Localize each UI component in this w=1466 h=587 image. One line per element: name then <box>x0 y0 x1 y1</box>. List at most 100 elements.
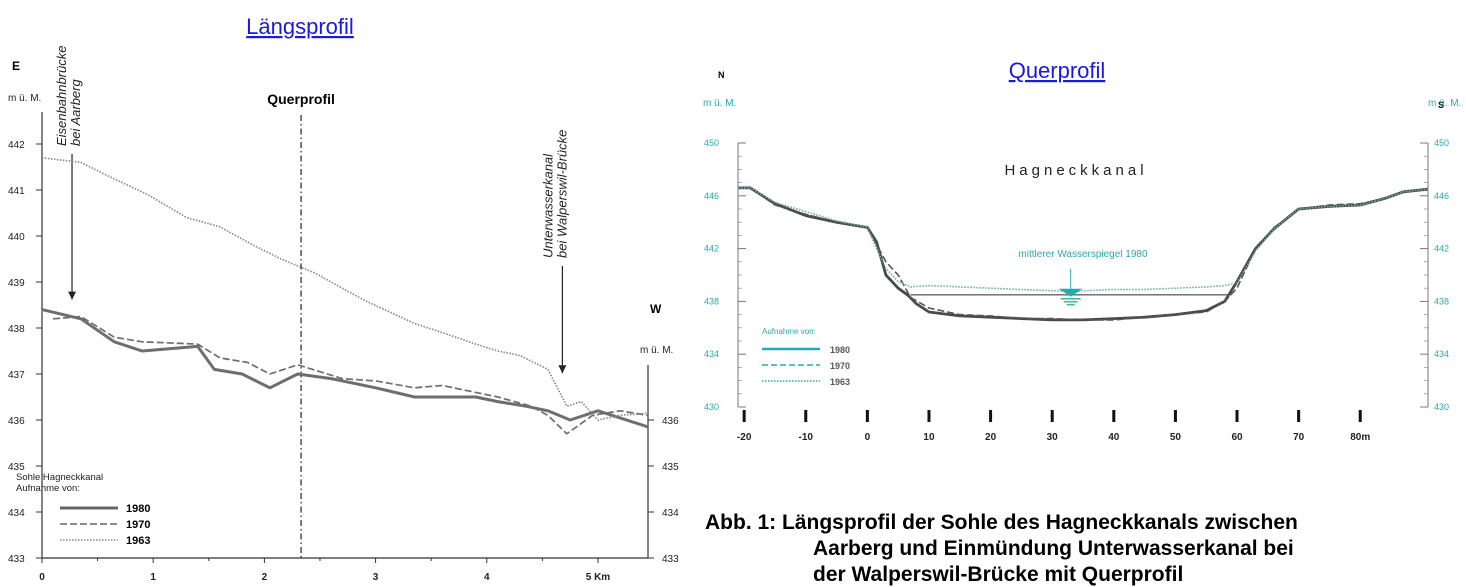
annotation-arrow-head <box>558 365 567 374</box>
querprofil-legend: Aufnahme von: 1980 1970 1963 <box>762 327 850 387</box>
cross-x-tick-mark <box>1050 410 1054 422</box>
cross-y-tick-label: 446 <box>704 191 719 201</box>
cross-x-tick-label: 20 <box>985 432 997 443</box>
caption-line-2: Aarberg und Einmündung Unterwasserkanal … <box>813 537 1294 560</box>
cross-y-tick-label: 450 <box>704 138 719 148</box>
cross-right-y-tick-label: 446 <box>1434 191 1449 201</box>
cross-x-tick-mark <box>742 410 746 422</box>
x-tick-label: 1 <box>150 572 156 583</box>
cross-legend-label-1970: 1970 <box>830 361 850 371</box>
left-axis-unit-label: m ü. M. <box>8 93 41 104</box>
y-tick-label: 433 <box>8 554 25 565</box>
cross-x-tick-label: 70 <box>1293 432 1305 443</box>
caption-line-3: der Walperswil-Brücke mit Querprofil <box>813 563 1183 586</box>
series-line-1980 <box>41 308 649 429</box>
cross-x-tick-mark <box>1112 410 1116 422</box>
laengsprofil-axes <box>41 112 649 559</box>
querprofil-ticks: 430 430 434 434 438 438 442 442 446 446 450 450 -20 -… <box>704 138 1449 443</box>
figure-caption: Abb. 1: Längsprofil der Sohle des Hagnec… <box>705 511 1298 586</box>
cross-right-y-tick-label: 430 <box>1434 402 1449 412</box>
cross-right-y-tick-label: 434 <box>1434 349 1449 359</box>
cross-x-tick-label: -20 <box>737 432 752 443</box>
laengsprofil-legend: Sohle Hagneckkanal Aufnahme von: 1980 19… <box>16 472 150 547</box>
cross-right-axis-unit-label: m ü. M. <box>1428 98 1461 109</box>
cross-left-axis-unit-label: m ü. M. <box>703 98 736 109</box>
series-line-1970 <box>53 315 649 435</box>
hagneckkanal-label: Hagneckkanal <box>1004 162 1147 179</box>
right-axis-unit-label: m ü. M. <box>640 345 673 356</box>
y-tick-label: 440 <box>8 232 25 243</box>
annotation-text-line2: bei Walperswil-Brücke <box>554 130 569 258</box>
cross-x-tick-mark <box>1358 410 1362 422</box>
x-tick-label: 4 <box>484 572 490 583</box>
laengsprofil-title-link[interactable]: Längsprofil <box>246 14 354 39</box>
series-line-1963 <box>41 156 649 421</box>
cross-series-line-1963 <box>738 187 1429 292</box>
cross-legend-label-1963: 1963 <box>830 377 850 387</box>
water-level-label: mittlerer Wasserspiegel 1980 <box>1018 249 1148 260</box>
cross-y-tick-label: 442 <box>704 244 719 254</box>
laengsprofil-chart: Längsprofil E m ü. M. W m ü. M. 43343443… <box>8 14 679 583</box>
y-tick-label: 438 <box>8 324 25 335</box>
querprofil-title-link[interactable]: Querprofil <box>1009 58 1106 83</box>
y-tick-label: 442 <box>8 140 25 151</box>
water-level-symbol <box>1058 288 1083 297</box>
right-y-tick-label: 433 <box>662 554 679 565</box>
right-y-tick-label: 434 <box>662 508 679 519</box>
cross-x-tick-label: 80m <box>1350 432 1370 443</box>
y-tick-label: 435 <box>8 462 25 473</box>
cross-x-tick-label: 30 <box>1047 432 1059 443</box>
cross-right-y-tick-label: 438 <box>1434 296 1449 306</box>
x-tick-label: 5 Km <box>586 572 611 583</box>
legend-label-1980: 1980 <box>126 503 150 515</box>
legend-title-line1: Sohle Hagneckkanal <box>16 472 103 483</box>
cross-x-tick-label: 0 <box>865 432 871 443</box>
x-tick-label: 0 <box>39 572 45 583</box>
cross-x-tick-mark <box>1173 410 1177 422</box>
left-axis-letter-e: E <box>12 59 20 73</box>
y-tick-label: 437 <box>8 370 25 381</box>
cross-x-tick-label: 10 <box>923 432 935 443</box>
querprofil-marker-label: Querprofil <box>267 91 335 107</box>
y-tick-label: 436 <box>8 416 25 427</box>
right-axis-letter-w: W <box>650 302 662 316</box>
cross-x-tick-label: 50 <box>1170 432 1182 443</box>
annotation-text-line2: bei Aarberg <box>68 79 83 146</box>
cross-y-tick-label: 434 <box>704 349 719 359</box>
annotation-arrow-head <box>68 291 77 300</box>
annotation-text-line1: Unterwasserkanal <box>540 153 555 258</box>
laengsprofil-series <box>41 156 649 435</box>
right-y-tick-label: 436 <box>662 416 679 427</box>
right-y-tick-label: 435 <box>662 462 679 473</box>
annotation-text-line1: Eisenbahnbrücke <box>54 46 69 146</box>
legend-label-1970: 1970 <box>126 519 150 531</box>
cross-x-tick-label: 60 <box>1231 432 1243 443</box>
x-tick-label: 2 <box>262 572 268 583</box>
water-level: mittlerer Wasserspiegel 1980 <box>910 249 1231 306</box>
cross-x-tick-mark <box>1235 410 1239 422</box>
laengsprofil-ticks: 433 434 435 436 437 438 439 440 441 442 433 434 435 4… <box>8 140 679 583</box>
legend-label-1963: 1963 <box>126 535 150 547</box>
cross-right-y-tick-label: 450 <box>1434 138 1449 148</box>
cross-y-tick-label: 430 <box>704 402 719 412</box>
cross-x-tick-mark <box>804 410 808 422</box>
cross-legend-label-1980: 1980 <box>830 345 850 355</box>
cross-x-tick-mark <box>865 410 869 422</box>
querprofil-chart: Querprofil N m ü. M. S m ü. M. 430 430 434… <box>703 58 1461 443</box>
cross-legend-title: Aufnahme von: <box>762 327 816 336</box>
y-tick-label: 441 <box>8 186 25 197</box>
cross-x-tick-mark <box>989 410 993 422</box>
legend-title-line2: Aufnahme von: <box>16 483 80 494</box>
cross-y-tick-label: 438 <box>704 296 719 306</box>
y-tick-label: 439 <box>8 278 25 289</box>
right-axis-letter-s: S <box>1438 100 1444 110</box>
cross-x-tick-label: 40 <box>1108 432 1120 443</box>
cross-x-tick-mark <box>1297 410 1301 422</box>
laengsprofil-annotations: Eisenbahnbrücke bei Aarberg Unterwasserkan… <box>54 46 569 374</box>
y-tick-label: 434 <box>8 508 25 519</box>
caption-line-1: Abb. 1: Längsprofil der Sohle des Hagnec… <box>705 511 1298 534</box>
left-axis-letter-n: N <box>718 70 725 80</box>
cross-right-y-tick-label: 442 <box>1434 244 1449 254</box>
x-tick-label: 3 <box>373 572 379 583</box>
